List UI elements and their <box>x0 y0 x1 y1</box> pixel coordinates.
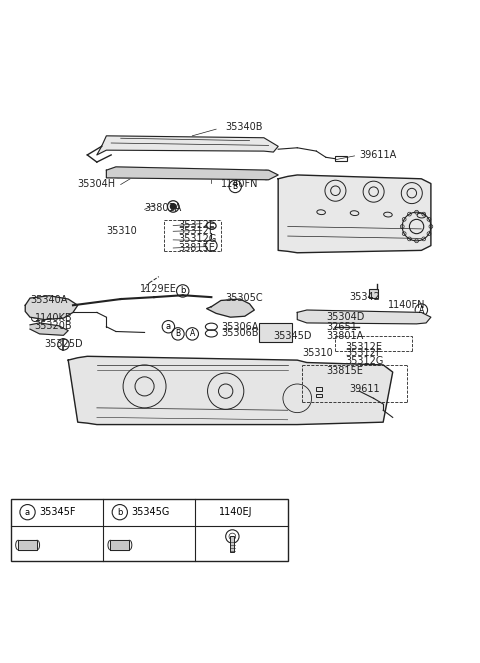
Text: 35325D: 35325D <box>44 339 83 349</box>
Text: 35306B: 35306B <box>221 328 258 338</box>
Text: 1140FN: 1140FN <box>388 300 425 310</box>
Text: 39611: 39611 <box>350 384 380 394</box>
Text: 1140KB: 1140KB <box>35 313 72 323</box>
Text: 35345F: 35345F <box>39 507 76 517</box>
Text: A: A <box>419 306 424 314</box>
Text: 35340A: 35340A <box>30 296 67 306</box>
Text: 35312E: 35312E <box>345 341 382 352</box>
Polygon shape <box>110 540 130 550</box>
Polygon shape <box>206 299 254 317</box>
Bar <box>336 156 348 161</box>
Text: A: A <box>190 330 195 338</box>
Text: a: a <box>25 508 30 516</box>
Text: 39611A: 39611A <box>360 150 396 160</box>
Bar <box>230 536 234 552</box>
Bar <box>316 387 322 391</box>
Text: 35320B: 35320B <box>35 321 72 331</box>
Text: 35312F: 35312F <box>345 349 382 359</box>
Bar <box>316 394 322 397</box>
Text: 1129EE: 1129EE <box>140 284 177 294</box>
Text: 33801A: 33801A <box>144 204 182 213</box>
Bar <box>369 288 378 298</box>
Text: 33815E: 33815E <box>326 365 363 376</box>
Text: B: B <box>175 330 180 338</box>
Polygon shape <box>30 323 68 335</box>
Text: 35312G: 35312G <box>178 235 216 245</box>
Text: b: b <box>117 508 122 516</box>
Text: B: B <box>233 182 238 191</box>
Polygon shape <box>297 310 431 324</box>
Text: 33815E: 33815E <box>178 243 215 253</box>
Bar <box>259 323 292 342</box>
Text: 35312G: 35312G <box>345 356 384 366</box>
Text: 35312E: 35312E <box>178 219 215 229</box>
Text: 35304H: 35304H <box>78 178 116 188</box>
Text: b: b <box>180 286 185 296</box>
Text: 35310: 35310 <box>302 349 333 359</box>
Text: a: a <box>166 322 171 332</box>
Text: 35304D: 35304D <box>326 312 364 322</box>
Text: 35306A: 35306A <box>221 322 258 332</box>
Bar <box>11 499 288 561</box>
Text: 35312F: 35312F <box>178 226 215 236</box>
Text: 35310: 35310 <box>107 226 137 236</box>
Text: 35345G: 35345G <box>132 507 170 517</box>
Polygon shape <box>25 296 78 320</box>
Text: 32651: 32651 <box>326 322 357 332</box>
Text: 35342: 35342 <box>350 292 381 302</box>
Text: 35305C: 35305C <box>226 293 264 303</box>
Circle shape <box>170 204 176 210</box>
Text: 1140EJ: 1140EJ <box>218 507 252 517</box>
Text: 35345D: 35345D <box>274 332 312 341</box>
Polygon shape <box>107 167 278 180</box>
Polygon shape <box>97 136 278 155</box>
Text: 1140FN: 1140FN <box>221 178 258 188</box>
Text: 35340B: 35340B <box>226 122 263 132</box>
Polygon shape <box>278 175 431 253</box>
Polygon shape <box>18 540 37 550</box>
Polygon shape <box>68 356 393 424</box>
Text: 33801A: 33801A <box>326 332 363 341</box>
